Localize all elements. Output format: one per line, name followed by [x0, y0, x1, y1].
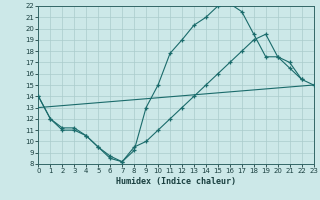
X-axis label: Humidex (Indice chaleur): Humidex (Indice chaleur) [116, 177, 236, 186]
